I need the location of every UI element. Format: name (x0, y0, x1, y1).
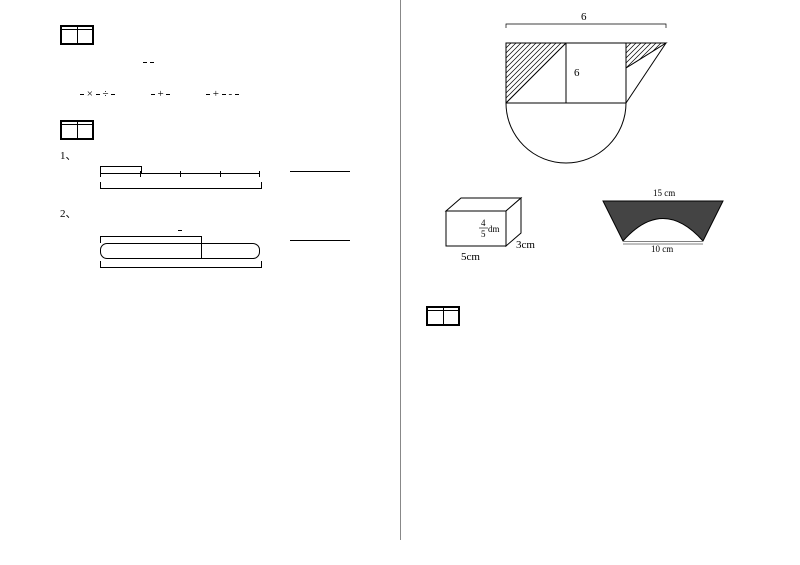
eq2-f2 (150, 62, 154, 63)
svg-text:6: 6 (574, 67, 580, 79)
svg-text:5: 5 (481, 229, 486, 239)
arch-figure: 15 cm 10 cm (593, 186, 743, 256)
score-box-4 (60, 25, 94, 45)
cuboid-figure: 4 5 dm 5cm 3cm (426, 186, 556, 266)
svg-text:10 cm: 10 cm (651, 244, 673, 254)
svg-text:4: 4 (481, 218, 486, 228)
d2-top (178, 230, 182, 231)
blank-1[interactable] (290, 159, 350, 172)
score-box-5 (60, 120, 94, 140)
svg-text:15 cm: 15 cm (653, 188, 675, 198)
score-box-6 (426, 306, 460, 326)
svg-text:6: 6 (581, 11, 587, 23)
svg-text:3cm: 3cm (516, 239, 535, 251)
blank-2[interactable] (290, 228, 350, 241)
svg-text:dm: dm (488, 224, 500, 234)
svg-text:5cm: 5cm (461, 251, 480, 263)
eq2-f1 (143, 62, 147, 63)
circle-figure: 6 6 (466, 8, 686, 168)
